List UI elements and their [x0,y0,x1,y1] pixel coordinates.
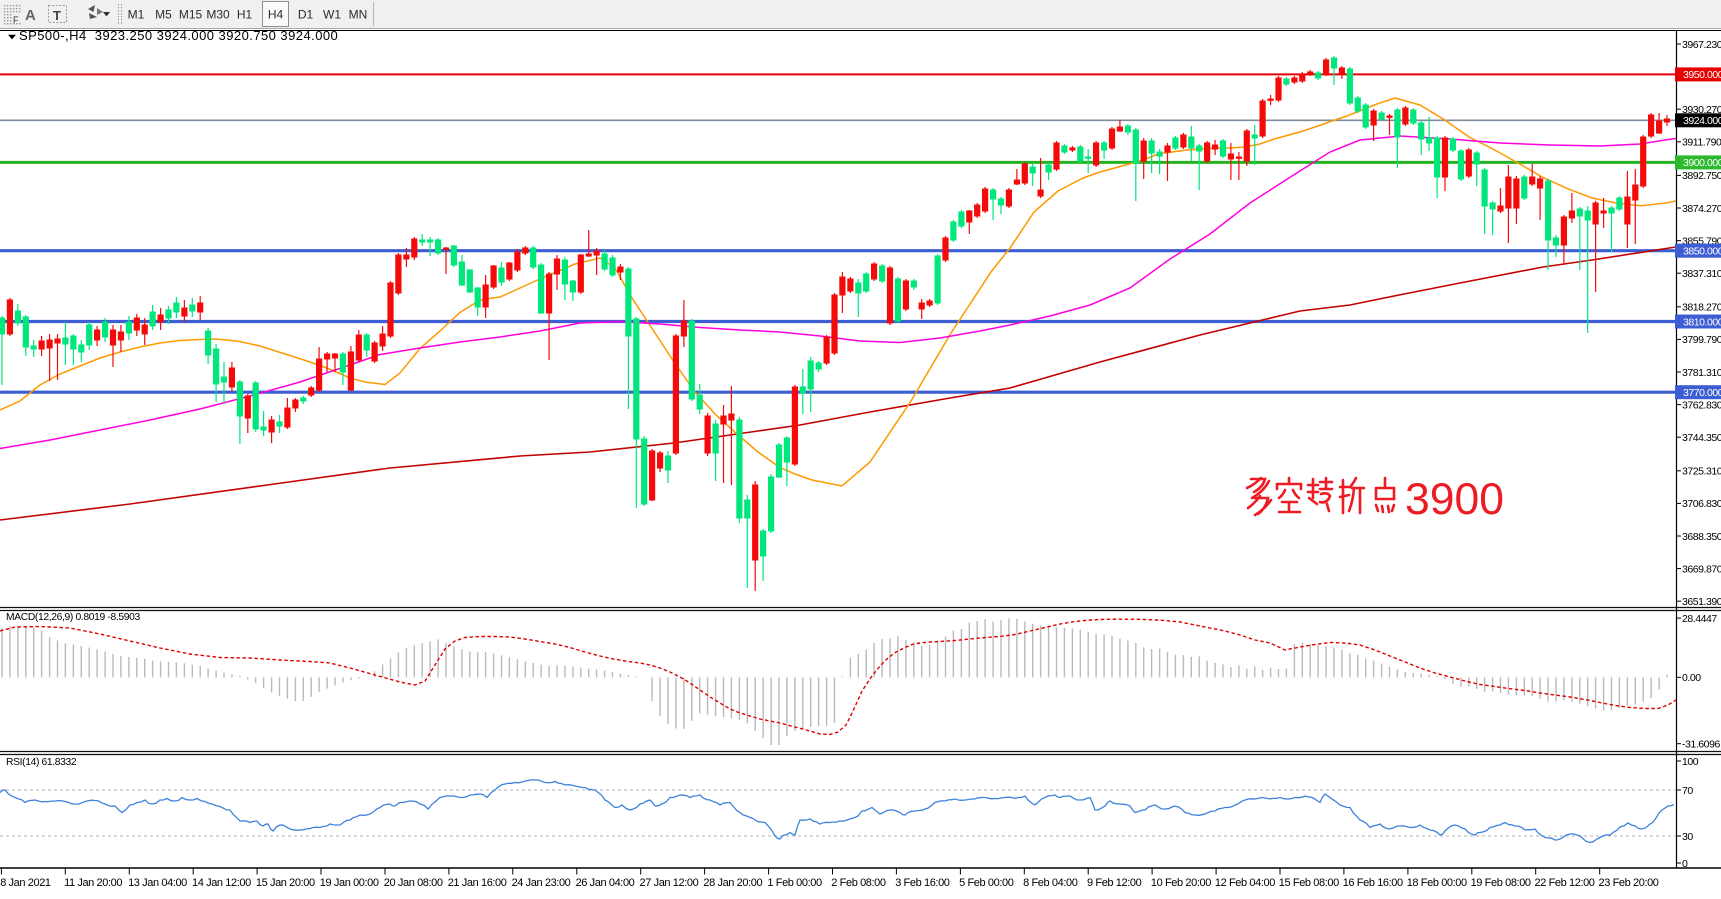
svg-text:11 Jan 20:00: 11 Jan 20:00 [64,877,122,889]
svg-text:H4: H4 [268,8,284,22]
svg-text:8 Feb 04:00: 8 Feb 04:00 [1023,877,1078,889]
svg-text:3706.830: 3706.830 [1682,498,1721,510]
svg-text:30: 30 [1682,831,1693,843]
svg-text:70: 70 [1682,785,1693,797]
svg-text:3837.310: 3837.310 [1682,268,1721,280]
svg-text:3781.310: 3781.310 [1682,367,1721,379]
svg-text:1 Feb 00:00: 1 Feb 00:00 [767,877,822,889]
svg-text:-31.6096: -31.6096 [1682,739,1720,751]
svg-text:3799.790: 3799.790 [1682,334,1721,346]
svg-text:D1: D1 [298,8,314,22]
svg-text:12 Feb 04:00: 12 Feb 04:00 [1215,877,1275,889]
svg-text:M1: M1 [128,8,145,22]
svg-text:3900.000: 3900.000 [1683,157,1721,169]
svg-text:3900: 3900 [1405,475,1504,524]
svg-text:15 Jan 20:00: 15 Jan 20:00 [256,877,315,889]
svg-text:SP500-,H4 3923.250 3924.000 3: SP500-,H4 3923.250 3924.000 3920.750 392… [19,28,338,43]
svg-text:3911.790: 3911.790 [1682,137,1721,149]
svg-text:3810.000: 3810.000 [1683,316,1721,328]
svg-text:24 Jan 23:00: 24 Jan 23:00 [512,877,571,889]
svg-text:3850.000: 3850.000 [1683,246,1721,258]
svg-text:3892.750: 3892.750 [1682,170,1721,182]
svg-text:A: A [25,7,36,24]
svg-text:3770.000: 3770.000 [1683,387,1721,399]
svg-text:28 Jan 20:00: 28 Jan 20:00 [703,877,762,889]
svg-text:M5: M5 [155,8,172,22]
svg-text:8 Jan 2021: 8 Jan 2021 [0,877,51,889]
svg-text:3924.000: 3924.000 [1683,115,1721,127]
svg-text:10 Feb 20:00: 10 Feb 20:00 [1151,877,1211,889]
svg-text:3950.000: 3950.000 [1683,69,1721,81]
svg-text:3744.350: 3744.350 [1682,432,1721,444]
svg-text:19 Feb 08:00: 19 Feb 08:00 [1471,877,1531,889]
svg-text:0: 0 [1682,858,1688,870]
svg-text:15 Feb 08:00: 15 Feb 08:00 [1279,877,1339,889]
svg-text:3651.390: 3651.390 [1682,596,1721,608]
svg-text:0.00: 0.00 [1682,672,1701,684]
svg-text:14 Jan 12:00: 14 Jan 12:00 [192,877,251,889]
svg-text:23 Feb 20:00: 23 Feb 20:00 [1599,877,1659,889]
svg-text:2 Feb 08:00: 2 Feb 08:00 [831,877,886,889]
svg-text:3688.350: 3688.350 [1682,531,1721,543]
svg-text:3818.270: 3818.270 [1682,302,1721,314]
svg-text:RSI(14) 61.8332: RSI(14) 61.8332 [6,757,77,768]
svg-text:3967.230: 3967.230 [1682,39,1721,51]
svg-text:16 Feb 16:00: 16 Feb 16:00 [1343,877,1403,889]
svg-text:MN: MN [349,8,368,22]
svg-text:3874.270: 3874.270 [1682,203,1721,215]
svg-text:26 Jan 04:00: 26 Jan 04:00 [576,877,635,889]
svg-text:100: 100 [1682,756,1699,768]
svg-text:3669.870: 3669.870 [1682,563,1721,575]
svg-text:21 Jan 16:00: 21 Jan 16:00 [448,877,507,889]
svg-text:9 Feb 12:00: 9 Feb 12:00 [1087,877,1142,889]
svg-text:28.4447: 28.4447 [1682,613,1717,625]
svg-text:W1: W1 [323,8,341,22]
svg-text:20 Jan 08:00: 20 Jan 08:00 [384,877,443,889]
svg-text:19 Jan 00:00: 19 Jan 00:00 [320,877,379,889]
svg-text:5 Feb 00:00: 5 Feb 00:00 [959,877,1014,889]
svg-text:18 Feb 00:00: 18 Feb 00:00 [1407,877,1467,889]
svg-text:T: T [53,8,61,23]
svg-text:3930.270: 3930.270 [1682,104,1721,116]
svg-text:M30: M30 [206,8,230,22]
svg-text:F: F [13,15,19,25]
svg-text:22 Feb 12:00: 22 Feb 12:00 [1535,877,1595,889]
svg-text:MACD(12,26,9) 0.8019 -8.5903: MACD(12,26,9) 0.8019 -8.5903 [6,612,140,623]
svg-text:M15: M15 [179,8,203,22]
svg-text:3725.310: 3725.310 [1682,466,1721,478]
svg-text:27 Jan 12:00: 27 Jan 12:00 [640,877,699,889]
svg-text:13 Jan 04:00: 13 Jan 04:00 [128,877,187,889]
svg-text:3762.830: 3762.830 [1682,399,1721,411]
svg-text:H1: H1 [237,8,253,22]
svg-text:3 Feb 16:00: 3 Feb 16:00 [895,877,950,889]
